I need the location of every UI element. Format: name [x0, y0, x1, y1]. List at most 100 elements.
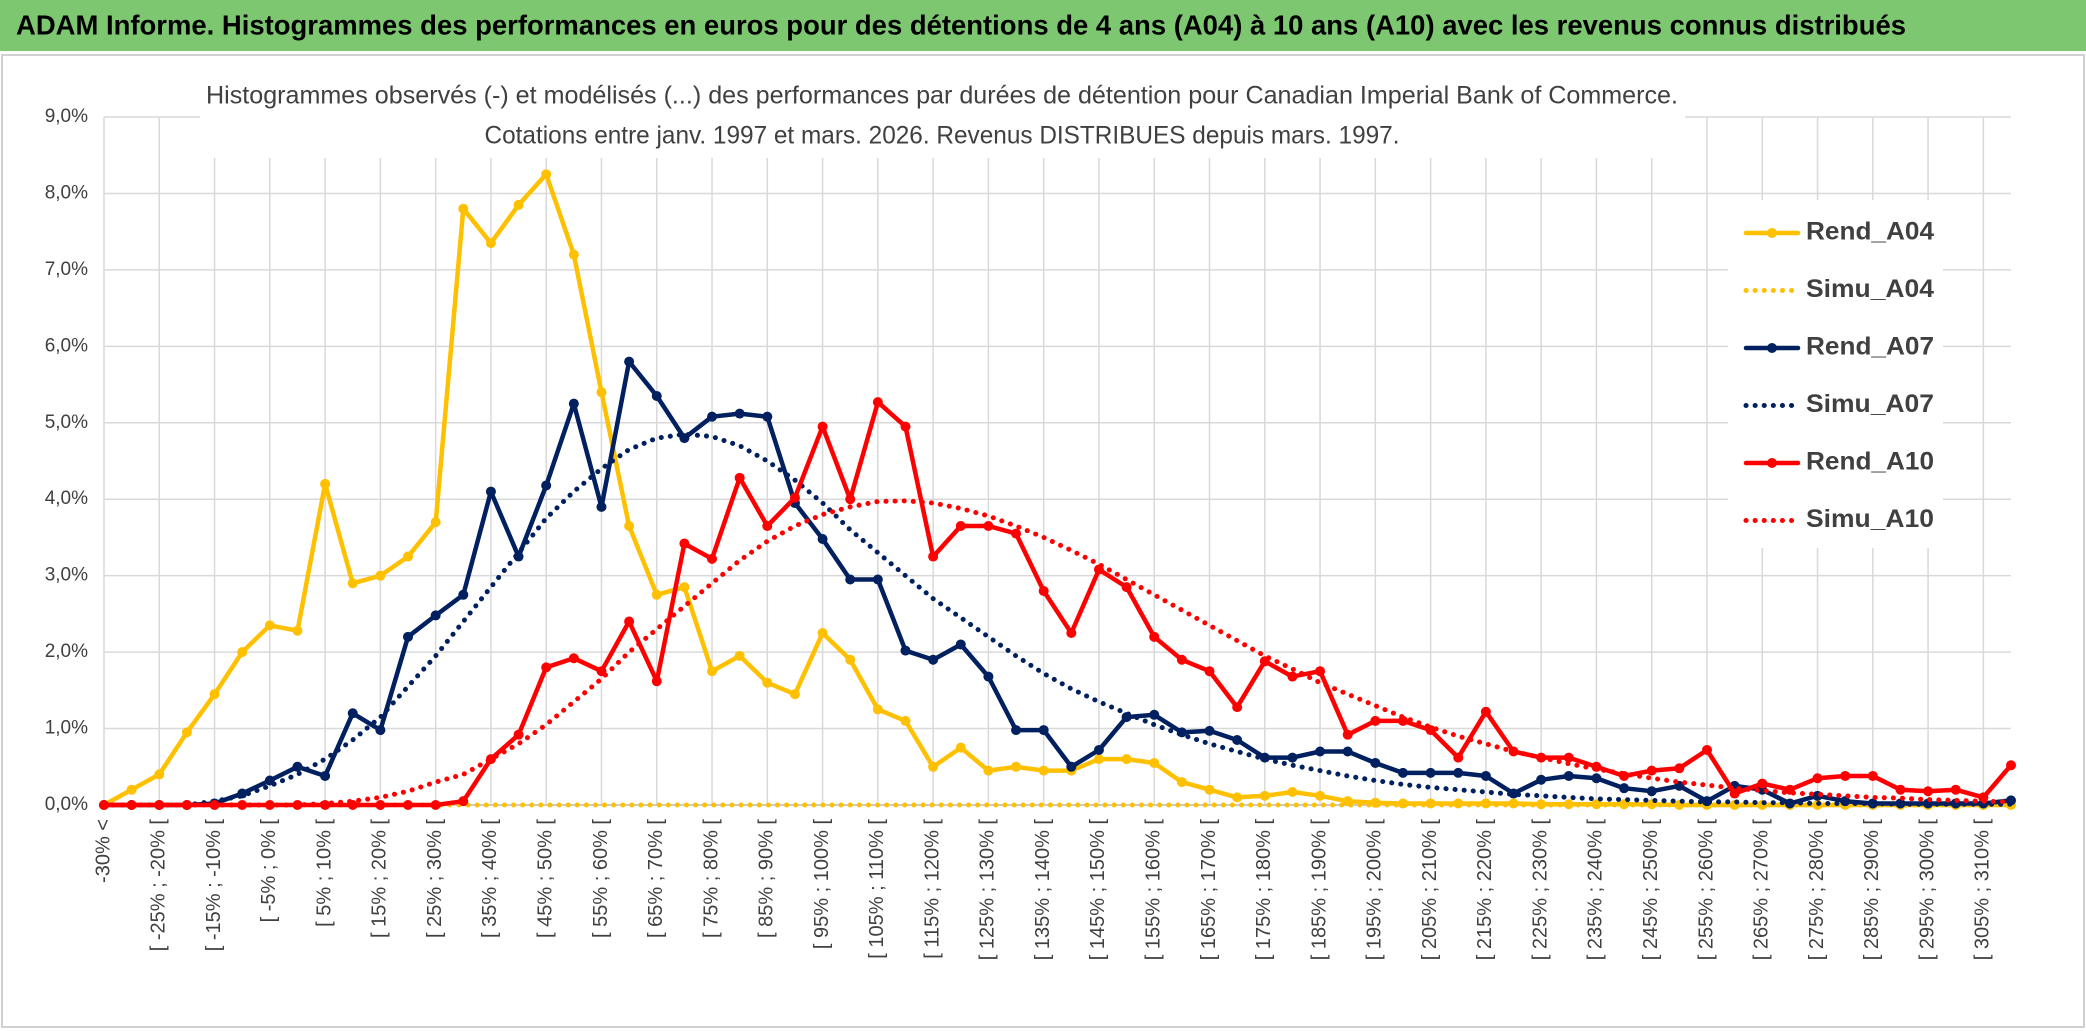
series-line — [101, 399, 2014, 808]
data-point — [1867, 770, 1878, 781]
data-point — [375, 570, 386, 581]
series-line — [101, 431, 2014, 808]
data-point — [707, 553, 718, 564]
data-point — [596, 387, 607, 398]
data-point — [375, 800, 386, 810]
x-tick-label: [ 225% ; 230% [ — [1529, 819, 1551, 961]
chart-subtitle: Cotations entre janv. 1997 et mars. 2026… — [485, 122, 1400, 150]
data-point — [596, 501, 607, 512]
legend-label: Rend_A07 — [1806, 333, 1934, 361]
data-point — [872, 574, 883, 585]
data-point — [983, 765, 994, 776]
x-tick-label: [ -15% ; -10% [ — [203, 819, 225, 952]
data-point — [928, 551, 939, 562]
y-tick-label: 2,0% — [45, 641, 88, 662]
data-point — [1453, 767, 1464, 778]
data-point — [1591, 773, 1602, 784]
y-tick-label: 6,0% — [45, 335, 88, 356]
data-point — [872, 704, 883, 715]
x-tick-label: [ 295% ; 300% [ — [1916, 819, 1938, 961]
data-point — [734, 650, 745, 661]
banner — [0, 0, 2086, 51]
data-point — [1757, 778, 1768, 789]
data-point — [789, 492, 800, 503]
data-point — [541, 662, 552, 673]
data-point — [1011, 761, 1022, 772]
page-title: ADAM Informe. Histogrammes des performan… — [16, 9, 1906, 40]
x-tick-label: [ 135% ; 140% [ — [1032, 819, 1054, 961]
x-tick-label: [ 275% ; 280% [ — [1806, 819, 1828, 961]
data-point — [1232, 735, 1243, 746]
x-tick-label: [ 145% ; 150% [ — [1087, 819, 1109, 961]
data-point — [1149, 709, 1160, 720]
data-point — [126, 784, 137, 795]
x-tick-label: [ 205% ; 210% [ — [1419, 819, 1441, 961]
y-tick-label: 9,0% — [45, 106, 88, 127]
data-point — [1093, 744, 1104, 755]
data-point — [983, 520, 994, 531]
data-point — [789, 689, 800, 700]
data-point — [817, 421, 828, 432]
data-point — [762, 520, 773, 531]
x-tick-label: -30% < — [92, 819, 114, 883]
data-point — [1342, 729, 1353, 740]
x-tick-label: [ 195% ; 200% [ — [1364, 819, 1386, 961]
x-tick-label: [ 125% ; 130% [ — [977, 819, 999, 961]
data-point — [513, 199, 524, 210]
y-tick-label: 1,0% — [45, 718, 88, 739]
x-tick-label: [ 95% ; 100% [ — [811, 819, 833, 950]
data-point — [679, 582, 690, 593]
data-point — [1315, 790, 1326, 801]
x-tick-label: [ -5% ; 0% [ — [258, 819, 280, 923]
data-point — [817, 628, 828, 638]
legend-marker — [1767, 228, 1777, 238]
x-tick-label: [ 85% ; 90% [ — [756, 819, 778, 938]
data-point — [955, 742, 966, 753]
x-tick-label: [ 75% ; 80% [ — [700, 819, 722, 938]
data-point — [1121, 582, 1132, 593]
data-point — [1370, 757, 1381, 768]
x-tick-label: [ 265% ; 270% [ — [1751, 819, 1773, 961]
data-point — [845, 574, 856, 585]
data-point — [1011, 528, 1022, 539]
data-point — [1563, 752, 1574, 763]
x-tick-label: [ 5% ; 10% [ — [313, 819, 335, 927]
data-point — [485, 486, 496, 497]
data-point — [375, 725, 386, 736]
legend-marker — [1767, 458, 1777, 468]
data-point — [1895, 784, 1906, 795]
data-point — [707, 411, 718, 422]
data-point — [1536, 774, 1547, 785]
data-point — [1950, 784, 1961, 795]
data-point — [458, 796, 469, 807]
data-point — [1480, 770, 1491, 781]
data-point — [568, 249, 579, 260]
y-tick-label: 4,0% — [45, 488, 88, 509]
data-point — [1287, 671, 1298, 682]
series-line — [101, 172, 2014, 808]
data-point — [320, 770, 331, 781]
data-point — [1149, 631, 1160, 642]
x-tick-label: [ 245% ; 250% [ — [1640, 819, 1662, 961]
data-point — [1038, 725, 1049, 736]
data-point — [734, 408, 745, 419]
data-point — [347, 708, 358, 719]
x-tick-label: [ 155% ; 160% [ — [1143, 819, 1165, 961]
data-point — [403, 800, 414, 810]
x-tick-label: [ 175% ; 180% [ — [1253, 819, 1275, 961]
data-point — [872, 397, 883, 408]
x-tick-label: [ 55% ; 60% [ — [590, 819, 612, 938]
data-point — [1342, 746, 1353, 757]
data-point — [1840, 770, 1851, 781]
x-tick-label: [ 25% ; 30% [ — [424, 819, 446, 938]
data-point — [1453, 752, 1464, 763]
data-point — [1425, 767, 1436, 778]
data-point — [679, 538, 690, 549]
data-point — [928, 654, 939, 665]
y-tick-label: 7,0% — [45, 259, 88, 280]
legend-label: Simu_A10 — [1806, 505, 1934, 533]
data-point — [1287, 787, 1298, 798]
data-point — [430, 610, 441, 621]
data-point — [1011, 725, 1022, 736]
